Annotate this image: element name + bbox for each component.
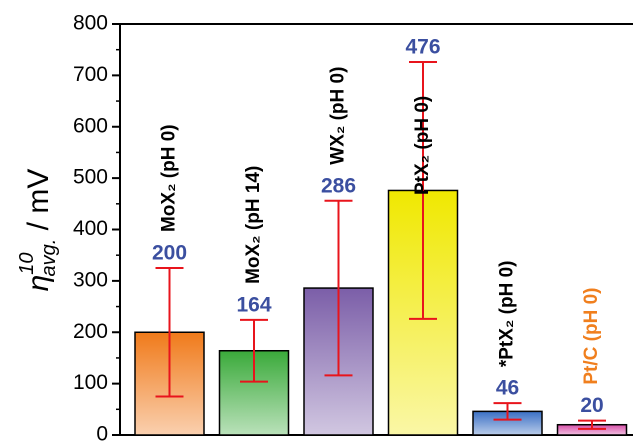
value-label: 20: [580, 394, 603, 417]
y-tick-label: 100: [73, 371, 108, 394]
y-tick-label: 600: [73, 114, 108, 137]
value-label: 200: [152, 242, 187, 265]
category-label: MoX₂ (pH 14): [243, 166, 264, 284]
category-label: PtX₂ (pH 0): [412, 96, 433, 195]
value-label: 46: [496, 377, 519, 400]
y-label-unit: / mV: [22, 169, 55, 239]
y-label-symbol: η: [22, 275, 55, 292]
y-axis-label: η10avg. / mV: [16, 169, 60, 292]
value-label: 164: [236, 293, 271, 316]
category-label: *PtX₂ (pH 0): [497, 261, 518, 368]
y-tick-label: 0: [96, 423, 108, 441]
y-tick-label: 500: [73, 166, 108, 189]
value-label: 286: [321, 174, 356, 197]
y-tick-label: 400: [73, 217, 108, 240]
y-tick-label: 300: [73, 268, 108, 291]
y-label-superscript: 10: [16, 252, 38, 274]
y-label-subscript: avg.: [38, 239, 60, 277]
category-label: Pt/C (pH 0): [581, 288, 602, 385]
y-tick-label: 200: [73, 320, 108, 343]
category-label: MoX₂ (pH 0): [159, 124, 180, 232]
category-label: WX₂ (pH 0): [328, 67, 349, 165]
value-label: 476: [405, 36, 440, 59]
y-tick-label: 800: [73, 12, 108, 35]
y-tick-label: 700: [73, 63, 108, 86]
